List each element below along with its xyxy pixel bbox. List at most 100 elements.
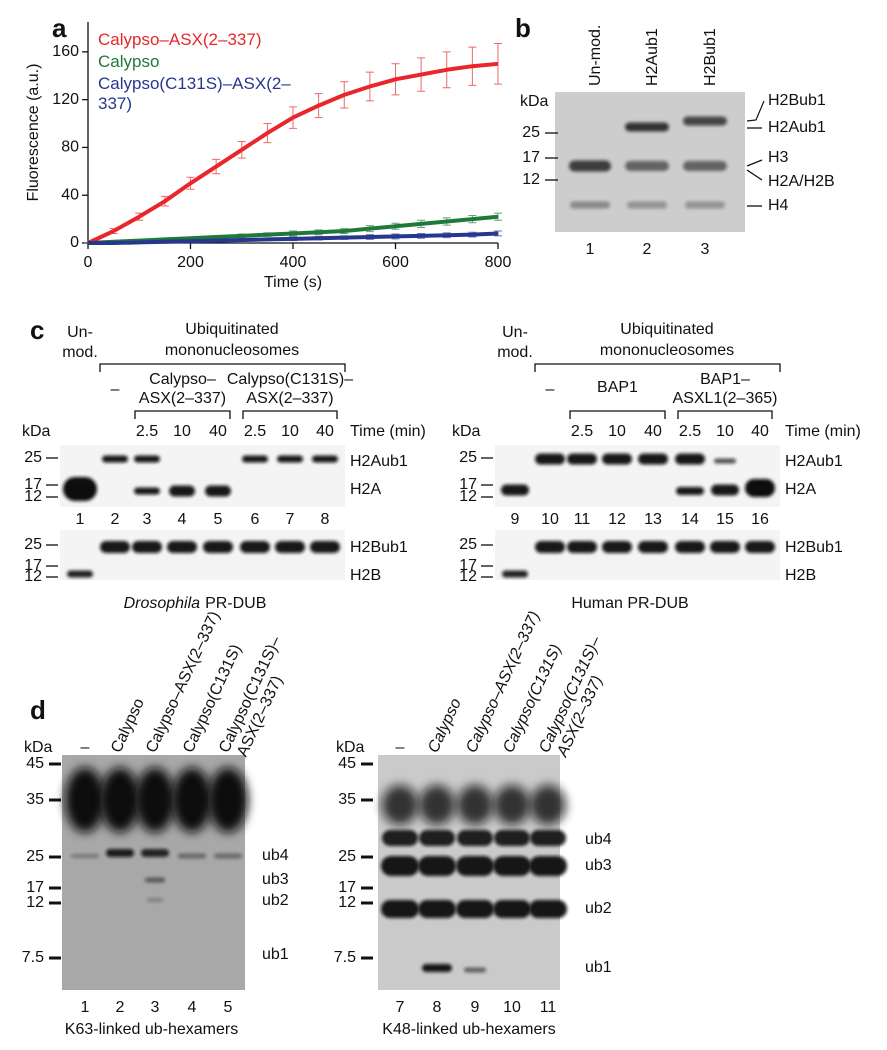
band <box>567 453 597 465</box>
lane-number: 15 <box>716 511 734 528</box>
band-label: ub2 <box>262 892 289 909</box>
label: 17 <box>24 557 42 574</box>
label: mod. <box>497 344 533 361</box>
band <box>529 856 567 876</box>
marker-label: 25 <box>522 124 540 141</box>
label: Time (min) <box>350 423 426 440</box>
band <box>535 453 565 465</box>
label: BAP1 <box>597 379 638 396</box>
kda-label: kDa <box>520 93 549 110</box>
leader <box>746 100 765 122</box>
x-axis-label: Time (s) <box>264 274 322 291</box>
caption: Human PR-DUB <box>571 595 688 612</box>
label: 40 <box>751 423 769 440</box>
panel-label: a <box>52 13 67 43</box>
band <box>456 900 494 918</box>
band <box>382 830 418 846</box>
y-tick-label: 120 <box>52 91 79 108</box>
band <box>106 849 134 857</box>
label: kDa <box>336 739 365 756</box>
band-label: ub1 <box>585 959 612 976</box>
label: H2B <box>350 567 381 584</box>
band <box>535 541 565 553</box>
caption-italic: Drosophila <box>124 595 201 612</box>
label: H2A <box>350 481 381 498</box>
label: – <box>546 381 555 398</box>
band-label: ub3 <box>585 857 612 874</box>
label: 25 <box>459 536 477 553</box>
lane-number: 4 <box>188 999 197 1016</box>
band <box>418 900 456 918</box>
marker-tick <box>361 855 373 859</box>
marker-tick <box>49 855 61 859</box>
legend-entry: Calypso–ASX(2–337) <box>98 30 262 49</box>
band <box>172 767 212 833</box>
band <box>464 967 486 973</box>
band <box>102 455 128 463</box>
label: 2.5 <box>244 423 266 440</box>
bracket <box>534 363 781 372</box>
label: 2.5 <box>136 423 158 440</box>
band <box>502 570 528 578</box>
label: 10 <box>716 423 734 440</box>
lane-number: 10 <box>503 999 521 1016</box>
lane-number: 10 <box>541 511 559 528</box>
gel <box>495 530 780 580</box>
band <box>135 767 175 833</box>
band <box>134 487 160 495</box>
label: 25 <box>338 848 356 865</box>
label: 12 <box>24 488 42 505</box>
band <box>381 856 419 876</box>
band <box>493 900 531 918</box>
lane-number: 1 <box>76 511 85 528</box>
y-tick-label: 0 <box>70 234 79 251</box>
band <box>638 453 668 465</box>
label: 25 <box>26 848 44 865</box>
band-label: ub4 <box>262 847 289 864</box>
x-tick-label: 800 <box>485 254 512 271</box>
label: 25 <box>24 449 42 466</box>
lane-number: 3 <box>701 241 710 258</box>
band <box>625 161 669 171</box>
label: – <box>396 739 405 756</box>
band <box>457 785 493 825</box>
label: 45 <box>26 755 44 772</box>
gel <box>60 530 345 580</box>
label: Calypso <box>108 696 148 756</box>
band <box>457 830 493 846</box>
label: Calypso(C131S)– <box>227 371 353 388</box>
band <box>493 856 531 876</box>
band <box>602 453 632 465</box>
lane-number: 13 <box>644 511 662 528</box>
label: 12 <box>338 894 356 911</box>
band-label: H4 <box>768 197 789 214</box>
lane-number: 1 <box>81 999 90 1016</box>
band <box>714 458 736 464</box>
band <box>275 541 305 553</box>
band <box>569 160 611 172</box>
label: – <box>111 381 120 398</box>
label: 17 <box>459 476 477 493</box>
band <box>456 856 494 876</box>
band <box>167 541 197 553</box>
label: 12 <box>459 488 477 505</box>
band <box>422 964 452 972</box>
band <box>310 541 340 553</box>
label: H2Aub1 <box>785 453 843 470</box>
bracket <box>677 410 773 419</box>
label: Ubiquitinated <box>620 321 713 338</box>
band <box>530 830 566 846</box>
lane-number: 2 <box>643 241 652 258</box>
bracket <box>99 363 346 372</box>
band <box>602 541 632 553</box>
band <box>675 541 705 553</box>
series-line <box>87 214 499 245</box>
label: ASX(2–337) <box>139 390 226 407</box>
lane-number: 7 <box>396 999 405 1016</box>
legend-entry: Calypso <box>98 52 160 71</box>
band <box>169 485 195 497</box>
label: 35 <box>338 791 356 808</box>
band <box>205 485 231 497</box>
band <box>567 541 597 553</box>
